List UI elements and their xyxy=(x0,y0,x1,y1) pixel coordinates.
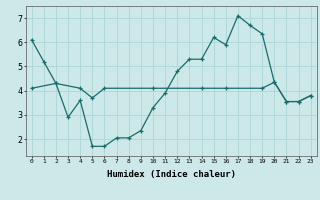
X-axis label: Humidex (Indice chaleur): Humidex (Indice chaleur) xyxy=(107,170,236,179)
